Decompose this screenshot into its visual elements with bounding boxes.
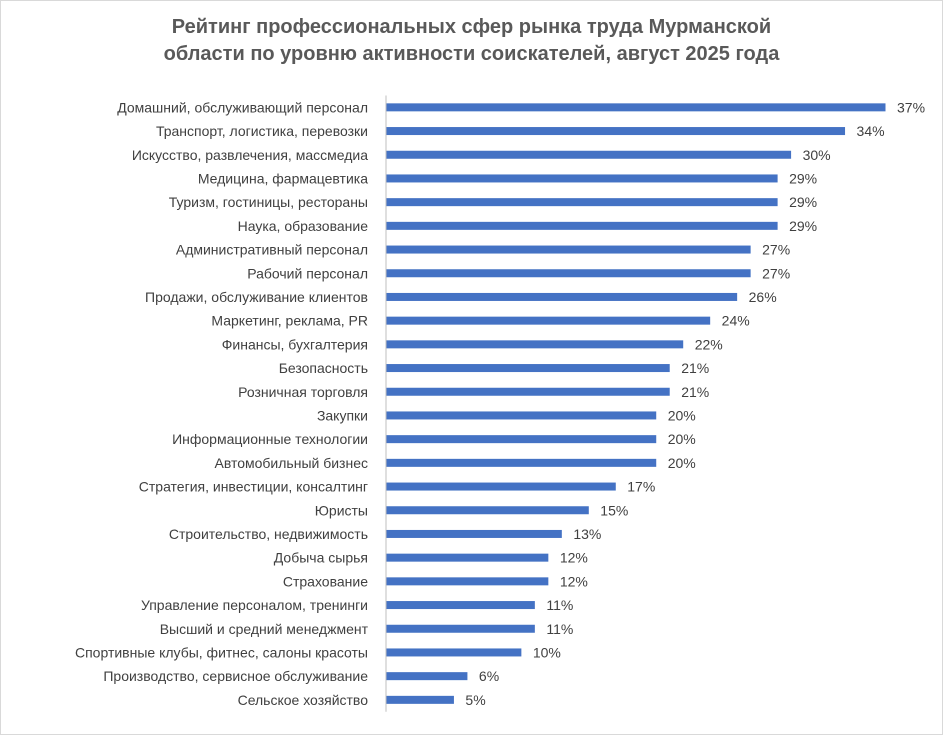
bar [386, 340, 684, 349]
bar [386, 553, 549, 562]
value-label: 30% [803, 147, 831, 163]
category-label: Медицина, фармацевтика [198, 170, 368, 186]
value-label: 17% [627, 479, 655, 495]
value-label: 21% [681, 360, 709, 376]
value-label: 11% [546, 621, 573, 637]
category-label: Закупки [317, 407, 368, 423]
value-label: 29% [789, 218, 817, 234]
value-label: 15% [600, 502, 628, 518]
category-label: Маркетинг, реклама, PR [211, 313, 368, 329]
category-label: Туризм, гостиницы, рестораны [169, 194, 368, 210]
category-label: Финансы, бухгалтерия [222, 336, 368, 352]
bar [386, 672, 468, 681]
category-label: Добыча сырья [274, 550, 368, 566]
bars [386, 103, 886, 704]
value-label: 12% [560, 550, 588, 566]
category-label: Информационные технологии [172, 431, 368, 447]
bar [386, 198, 778, 207]
bar [386, 506, 589, 515]
category-label: Спортивные клубы, фитнес, салоны красоты [75, 644, 368, 660]
category-label: Рабочий персонал [247, 265, 368, 281]
category-labels: Домашний, обслуживающий персонал Транспор… [75, 99, 369, 708]
value-label: 29% [789, 194, 817, 210]
value-labels: 37% 34% 30% 29% 29% 29% 27% 27% 26% 24% 22% 21% 21% 2… [465, 99, 925, 708]
value-label: 12% [560, 573, 588, 589]
value-label: 29% [789, 170, 817, 186]
category-label: Продажи, обслуживание клиентов [145, 289, 368, 305]
bar [386, 411, 657, 420]
bar [386, 387, 670, 396]
bar [386, 458, 657, 467]
category-label: Наука, образование [238, 218, 369, 234]
category-label: Искусство, развлечения, массмедиа [132, 147, 368, 163]
category-label: Строительство, недвижимость [169, 526, 368, 542]
category-label: Автомобильный бизнес [214, 455, 368, 471]
chart-title-line-2: области по уровню активности соискателей… [163, 43, 780, 65]
value-label: 22% [695, 336, 723, 352]
value-label: 10% [533, 644, 561, 660]
value-label: 27% [762, 265, 790, 281]
bar [386, 127, 846, 136]
bar [386, 150, 792, 159]
category-label: Домашний, обслуживающий персонал [117, 99, 368, 115]
bar [386, 269, 751, 278]
bar [386, 529, 562, 538]
category-label: Административный персонал [176, 242, 368, 258]
category-label: Сельское хозяйство [238, 692, 369, 708]
bar [386, 648, 522, 657]
value-label: 13% [573, 526, 601, 542]
value-label: 11% [546, 597, 573, 613]
value-label: 27% [762, 242, 790, 258]
bar [386, 577, 549, 586]
category-label: Розничная торговля [238, 384, 368, 400]
bar [386, 695, 454, 704]
category-label: Управление персоналом, тренинги [141, 597, 368, 613]
value-label: 5% [465, 692, 485, 708]
value-label: 20% [668, 407, 696, 423]
value-label: 6% [479, 668, 499, 684]
category-label: Безопасность [279, 360, 368, 376]
category-label: Юристы [315, 502, 368, 518]
value-label: 20% [668, 431, 696, 447]
category-label: Высший и средний менеджмент [160, 621, 369, 637]
value-label: 26% [749, 289, 777, 305]
value-label: 21% [681, 384, 709, 400]
value-label: 20% [668, 455, 696, 471]
bar [386, 292, 738, 301]
bar [386, 624, 535, 633]
bar [386, 103, 886, 112]
bar [386, 482, 616, 491]
bar [386, 601, 535, 610]
bar [386, 364, 670, 373]
chart-title-line-1: Рейтинг профессиональных сфер рынка труд… [171, 16, 772, 38]
category-label: Стратегия, инвестиции, консалтинг [139, 479, 368, 495]
chart-title: Рейтинг профессиональных сфер рынка труд… [0, 14, 943, 68]
value-label: 37% [897, 99, 925, 115]
bar [386, 316, 711, 325]
bar [386, 221, 778, 230]
bar [386, 174, 778, 183]
value-label: 34% [857, 123, 885, 139]
bar [386, 435, 657, 444]
value-label: 24% [722, 313, 750, 329]
category-label: Страхование [283, 573, 368, 589]
category-label: Транспорт, логистика, перевозки [156, 123, 368, 139]
category-label: Производство, сервисное обслуживание [103, 668, 368, 684]
bar [386, 245, 751, 254]
